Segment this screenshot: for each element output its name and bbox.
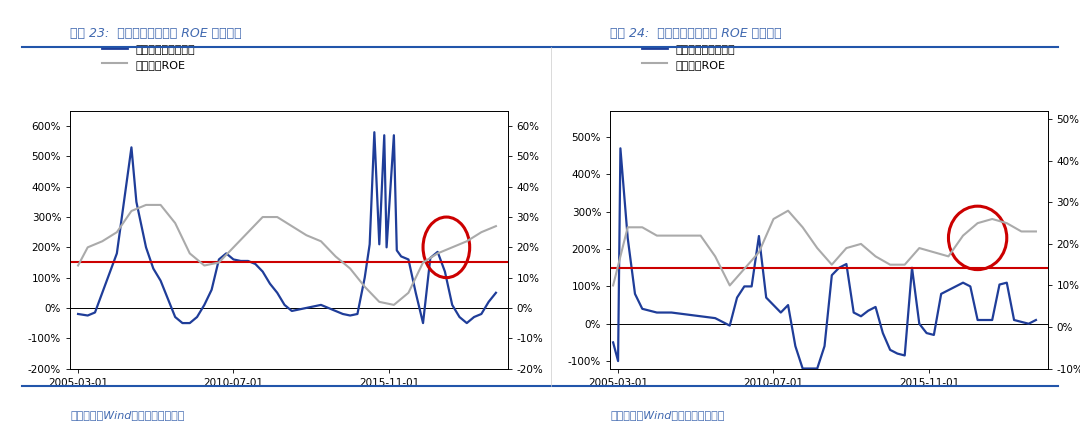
Text: 图表 24:  建材龙头海螺水泥 ROE 维持高位: 图表 24: 建材龙头海螺水泥 ROE 维持高位	[610, 27, 782, 40]
Text: 资料来源：Wind，国盛证券研究所: 资料来源：Wind，国盛证券研究所	[610, 409, 725, 420]
Legend: 海螺水泥净利润增速, 海螺水泥ROE: 海螺水泥净利润增速, 海螺水泥ROE	[637, 40, 740, 74]
Text: 图表 23:  机械龙头三一重工 ROE 维持高位: 图表 23: 机械龙头三一重工 ROE 维持高位	[70, 27, 242, 40]
Text: 资料来源：Wind，国盛证券研究所: 资料来源：Wind，国盛证券研究所	[70, 409, 185, 420]
Legend: 三一重工净利润增速, 三一重工ROE: 三一重工净利润增速, 三一重工ROE	[97, 40, 200, 74]
